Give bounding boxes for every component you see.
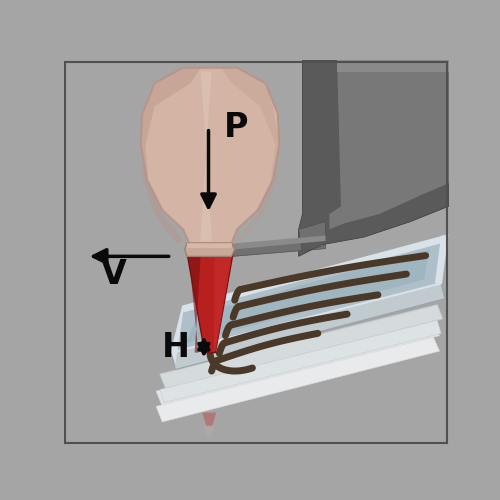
Polygon shape — [160, 320, 441, 402]
Polygon shape — [204, 426, 214, 438]
Polygon shape — [156, 322, 440, 406]
Polygon shape — [218, 236, 326, 251]
Polygon shape — [172, 284, 445, 370]
Polygon shape — [330, 60, 449, 230]
Polygon shape — [184, 244, 234, 256]
Polygon shape — [186, 250, 430, 344]
Polygon shape — [200, 72, 212, 241]
Polygon shape — [187, 244, 232, 248]
Text: V: V — [100, 258, 126, 290]
Polygon shape — [202, 412, 216, 426]
Text: H: H — [162, 330, 190, 364]
Polygon shape — [141, 68, 280, 244]
Polygon shape — [188, 248, 204, 352]
Polygon shape — [160, 305, 442, 390]
Polygon shape — [172, 236, 447, 352]
Polygon shape — [337, 60, 449, 72]
Polygon shape — [298, 60, 449, 256]
Polygon shape — [435, 236, 447, 284]
Polygon shape — [222, 68, 280, 244]
Polygon shape — [141, 68, 201, 244]
Polygon shape — [187, 248, 233, 352]
Polygon shape — [183, 236, 447, 312]
Polygon shape — [156, 337, 440, 422]
Polygon shape — [214, 251, 232, 351]
Polygon shape — [172, 306, 183, 364]
Polygon shape — [218, 222, 326, 264]
Text: P: P — [224, 112, 248, 144]
